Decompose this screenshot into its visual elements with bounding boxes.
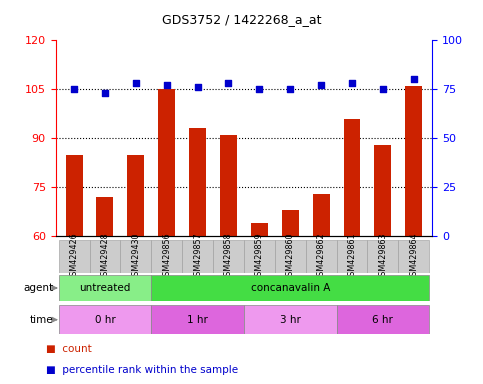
- Point: [379, 86, 387, 92]
- Text: agent: agent: [23, 283, 53, 293]
- Bar: [89, 240, 120, 273]
- Bar: [151, 240, 182, 273]
- Bar: [128, 155, 144, 236]
- Point: [317, 82, 325, 88]
- Bar: [374, 145, 391, 236]
- Text: GSM429858: GSM429858: [224, 232, 233, 281]
- Text: GDS3752 / 1422268_a_at: GDS3752 / 1422268_a_at: [162, 13, 321, 26]
- Bar: [97, 197, 114, 236]
- Text: GSM429857: GSM429857: [193, 232, 202, 281]
- Point: [194, 84, 201, 90]
- Point: [348, 80, 356, 86]
- Text: concanavalin A: concanavalin A: [251, 283, 330, 293]
- Text: GSM429861: GSM429861: [347, 232, 356, 281]
- Bar: [120, 240, 151, 273]
- Point: [256, 86, 263, 92]
- Bar: [337, 305, 429, 334]
- Bar: [313, 194, 329, 236]
- Bar: [337, 240, 368, 273]
- Text: time: time: [29, 314, 53, 325]
- Point: [70, 86, 78, 92]
- Text: 1 hr: 1 hr: [187, 314, 208, 325]
- Text: GSM429426: GSM429426: [70, 232, 79, 281]
- Point: [286, 86, 294, 92]
- Bar: [158, 89, 175, 236]
- Bar: [244, 240, 275, 273]
- Point: [163, 82, 170, 88]
- Text: GSM429430: GSM429430: [131, 232, 141, 281]
- Text: ■  count: ■ count: [46, 344, 92, 354]
- Bar: [343, 119, 360, 236]
- Bar: [220, 135, 237, 236]
- Bar: [58, 275, 151, 301]
- Bar: [244, 305, 337, 334]
- Bar: [398, 240, 429, 273]
- Bar: [306, 240, 337, 273]
- Text: untreated: untreated: [79, 283, 130, 293]
- Bar: [189, 129, 206, 236]
- Point: [410, 76, 418, 83]
- Text: 3 hr: 3 hr: [280, 314, 301, 325]
- Bar: [275, 240, 306, 273]
- Bar: [58, 305, 151, 334]
- Text: GSM429863: GSM429863: [378, 232, 387, 281]
- Text: 0 hr: 0 hr: [95, 314, 115, 325]
- Text: GSM429856: GSM429856: [162, 232, 171, 281]
- Bar: [251, 223, 268, 236]
- Bar: [66, 155, 83, 236]
- Text: GSM429864: GSM429864: [409, 232, 418, 281]
- Bar: [58, 240, 89, 273]
- Bar: [151, 275, 429, 301]
- Bar: [151, 305, 244, 334]
- Point: [132, 80, 140, 86]
- Text: GSM429860: GSM429860: [286, 232, 295, 281]
- Bar: [368, 240, 398, 273]
- Text: ■  percentile rank within the sample: ■ percentile rank within the sample: [46, 365, 238, 375]
- Bar: [182, 240, 213, 273]
- Text: 6 hr: 6 hr: [372, 314, 393, 325]
- Bar: [213, 240, 244, 273]
- Bar: [405, 86, 422, 236]
- Text: GSM429862: GSM429862: [317, 232, 326, 281]
- Bar: [282, 210, 298, 236]
- Point: [101, 90, 109, 96]
- Text: GSM429859: GSM429859: [255, 232, 264, 281]
- Point: [225, 80, 232, 86]
- Text: GSM429428: GSM429428: [100, 232, 110, 281]
